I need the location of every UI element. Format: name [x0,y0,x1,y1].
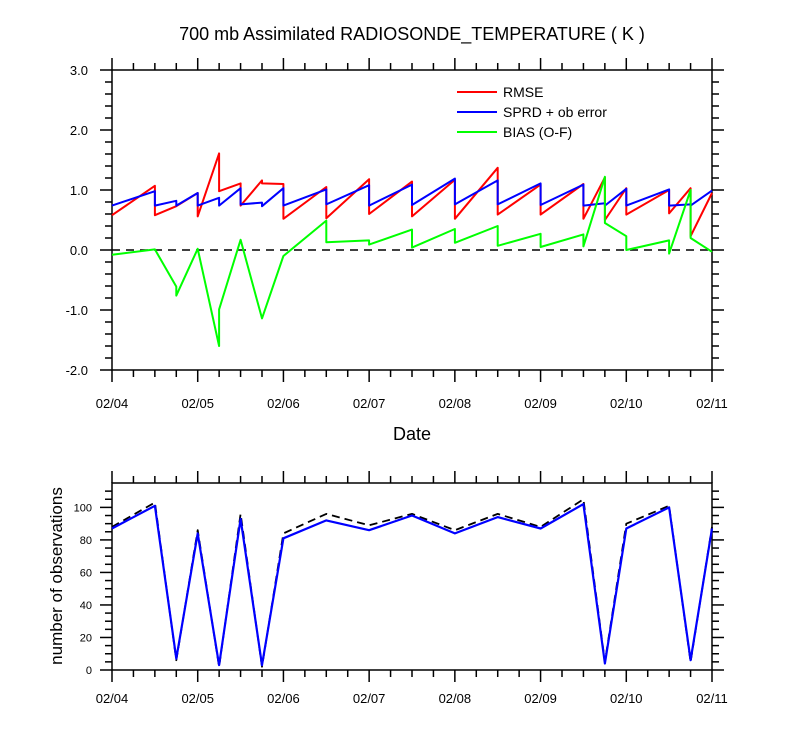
chart-title: 700 mb Assimilated RADIOSONDE_TEMPERATUR… [179,24,645,45]
y-tick-label: 0 [86,665,92,677]
top-y-tick-labels: 3.0 2.0 1.0 0.0 -1.0 -2.0 [66,63,88,378]
x-tick-label: 02/11 [696,396,728,411]
x-tick-label: 02/04 [96,396,129,411]
bottom-series-lines [111,498,714,668]
bottom-panel: 02/04 02/05 02/06 02/07 02/08 02/09 02/10 02/11… [47,471,728,706]
x-tick-label: 02/11 [696,691,728,706]
bottom-ticks [100,471,724,682]
legend-label-rmse: RMSE [503,84,543,100]
observations-dashed-line [111,498,713,668]
top-plot-frame [111,69,713,371]
y-tick-label: 80 [80,535,92,547]
sprd-line [111,177,713,208]
x-tick-label: 02/09 [524,691,557,706]
x-tick-label: 02/05 [181,396,214,411]
x-tick-label: 02/10 [610,396,643,411]
x-tick-label: 02/07 [353,691,386,706]
bottom-y-tick-labels: 0 20 40 60 80 100 [74,502,92,677]
y-tick-label: -2.0 [66,363,88,378]
top-series-lines [111,152,713,347]
top-ticks [100,58,724,382]
y-tick-label: 1.0 [70,183,88,198]
bottom-x-tick-labels: 02/04 02/05 02/06 02/07 02/08 02/09 02/10 02/11 [96,691,728,706]
x-tick-label: 02/06 [267,396,300,411]
x-tick-label: 02/08 [439,396,472,411]
legend-label-sprd: SPRD + ob error [503,104,607,120]
x-tick-label: 02/09 [524,396,557,411]
bottom-plot-frame [111,482,713,671]
y-tick-label: 40 [80,600,92,612]
legend-label-bias: BIAS (O-F) [503,124,572,140]
top-panel: 700 mb Assimilated RADIOSONDE_TEMPERATUR… [66,24,728,444]
y-tick-label: 20 [80,632,92,644]
observations-blue-line [111,503,714,667]
x-tick-label: 02/10 [610,691,643,706]
x-axis-label: Date [393,424,431,444]
y-tick-label: 100 [74,502,92,514]
top-x-tick-labels: 02/04 02/05 02/06 02/07 02/08 02/09 02/10 02/11 [96,396,728,411]
legend: RMSE SPRD + ob error BIAS (O-F) [457,84,607,140]
x-tick-label: 02/05 [181,691,214,706]
y-tick-label: -1.0 [66,303,88,318]
x-tick-label: 02/06 [267,691,300,706]
x-tick-label: 02/07 [353,396,386,411]
y-tick-label: 0.0 [70,243,88,258]
bias-line [111,175,713,347]
x-tick-label: 02/08 [439,691,472,706]
y-tick-label: 3.0 [70,63,88,78]
y-axis-label-observations: number of observations [47,487,66,665]
x-tick-label: 02/04 [96,691,129,706]
y-tick-label: 2.0 [70,123,88,138]
y-tick-label: 60 [80,567,92,579]
